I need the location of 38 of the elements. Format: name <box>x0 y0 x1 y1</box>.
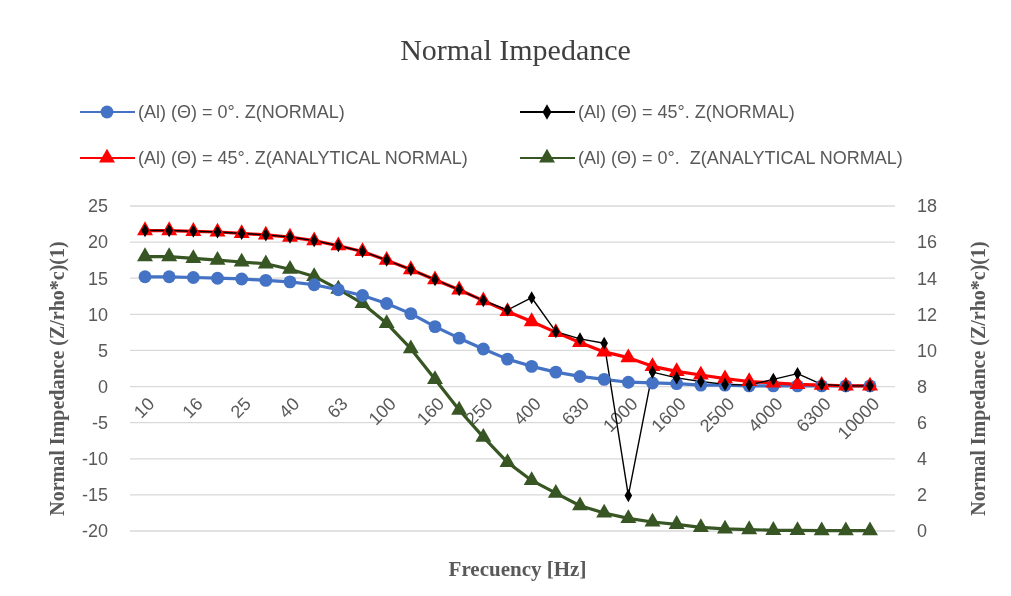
y-tick-label: -15 <box>81 485 108 506</box>
y-tick-label: 10 <box>87 304 108 325</box>
y2-tick-label: 18 <box>917 196 938 217</box>
chart-title: Normal Impedance <box>400 33 631 66</box>
y2-tick-label: 16 <box>917 232 938 253</box>
legend-label: (Al) (Θ) = 45°. Z(ANALYTICAL NORMAL) <box>138 148 468 169</box>
legend-label: (Al) (Θ) = 0°. Z(NORMAL) <box>138 102 345 123</box>
y-tick-label: 20 <box>87 232 108 253</box>
x-tick-label: 63 <box>323 393 352 422</box>
y2-tick-label: 12 <box>917 304 938 325</box>
legend-label: (Al) (Θ) = 45°. Z(NORMAL) <box>578 102 795 123</box>
y-axis-title: Normal Impedance (Z/rho*c)(1) <box>46 241 69 516</box>
x-tick-label: 160 <box>412 393 449 430</box>
y-tick-label: 25 <box>87 196 108 217</box>
y2-tick-label: 4 <box>917 449 928 470</box>
x-tick-label: 400 <box>509 393 545 430</box>
y2-tick-label: 8 <box>917 376 928 397</box>
y-tick-label: -20 <box>81 521 108 542</box>
y-tick-label: -5 <box>91 412 108 433</box>
y-tick-label: 5 <box>97 340 108 361</box>
x-tick-label: 100 <box>364 393 400 430</box>
x-tick-label: 40 <box>274 393 304 422</box>
x-tick-label: 10 <box>129 393 159 422</box>
y2-axis-title: Normal Impedance (Z/rho*c)(1) <box>967 241 990 516</box>
y2-tick-label: 6 <box>917 412 928 433</box>
y2-tick-label: 14 <box>917 268 938 289</box>
legend-label: (Al) (Θ) = 0°. Z(ANALYTICAL NORMAL) <box>578 148 903 169</box>
y-tick-label: 15 <box>87 268 108 289</box>
x-tick-label: 630 <box>557 393 594 430</box>
x-axis-title: Frecuency [Hz] <box>448 557 587 581</box>
x-tick-label: 16 <box>178 393 207 422</box>
y2-tick-label: 0 <box>917 521 928 542</box>
y2-tick-label: 10 <box>917 340 938 361</box>
y-tick-label: 0 <box>97 376 108 397</box>
y-tick-label: -10 <box>81 449 108 470</box>
y2-tick-label: 2 <box>917 485 928 506</box>
x-tick-label: 250 <box>461 393 497 430</box>
x-tick-label: 25 <box>226 393 255 422</box>
